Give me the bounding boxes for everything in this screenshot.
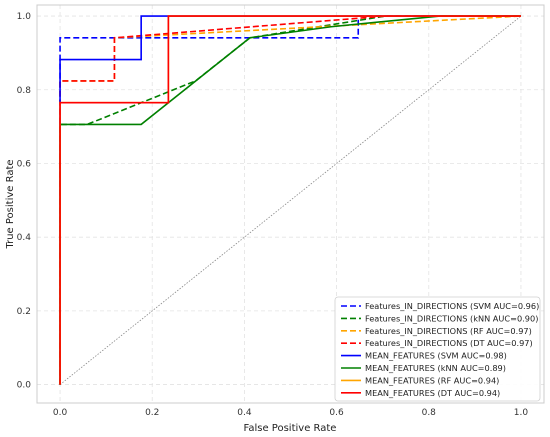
legend-entry: Features_IN_DIRECTIONS (RF AUC=0.97) <box>365 326 532 336</box>
y-tick-label: 0.2 <box>17 307 31 317</box>
x-tick-label: 0.6 <box>329 408 344 418</box>
ticks: 0.0 0.2 0.4 0.6 0.8 1.0 0.0 0.2 0.4 0.6 0.8 1.0 <box>17 12 529 418</box>
y-tick-label: 0.6 <box>17 159 32 169</box>
legend-entry: Features_IN_DIRECTIONS (SVM AUC=0.96) <box>365 301 539 311</box>
grid <box>37 5 544 403</box>
series-line-7 <box>59 15 521 385</box>
y-tick-label: 1.0 <box>17 12 32 22</box>
y-tick-label: 0.0 <box>17 381 32 391</box>
legend-entry: Features_IN_DIRECTIONS (kNN AUC=0.90) <box>365 313 538 323</box>
x-axis-label: False Positive Rate <box>244 423 337 434</box>
legend-box <box>334 296 541 402</box>
legend-entry: MEAN_FEATURES (SVM AUC=0.98) <box>365 351 507 361</box>
y-axis-label: True Positive Rate <box>5 159 16 249</box>
roc-series <box>59 15 521 385</box>
x-tick-label: 0.8 <box>422 408 437 418</box>
chance-diagonal <box>59 15 522 385</box>
legend-entry: MEAN_FEATURES (DT AUC=0.94) <box>365 388 500 398</box>
x-tick-label: 0.4 <box>237 408 252 418</box>
legend: Features_IN_DIRECTIONS (SVM AUC=0.96) Fea… <box>334 296 541 402</box>
plot-frame <box>36 4 545 404</box>
chance-diagonal-line <box>59 15 522 385</box>
x-tick-label: 0.2 <box>145 408 159 418</box>
y-tick-label: 0.8 <box>17 86 32 96</box>
legend-entry: MEAN_FEATURES (kNN AUC=0.89) <box>365 363 506 373</box>
x-tick-label: 0.0 <box>53 408 68 418</box>
legend-entry: MEAN_FEATURES (RF AUC=0.94) <box>365 375 499 385</box>
legend-entry: Features_IN_DIRECTIONS (DT AUC=0.97) <box>365 338 533 348</box>
y-tick-label: 0.4 <box>17 233 32 243</box>
x-tick-label: 1.0 <box>514 408 529 418</box>
